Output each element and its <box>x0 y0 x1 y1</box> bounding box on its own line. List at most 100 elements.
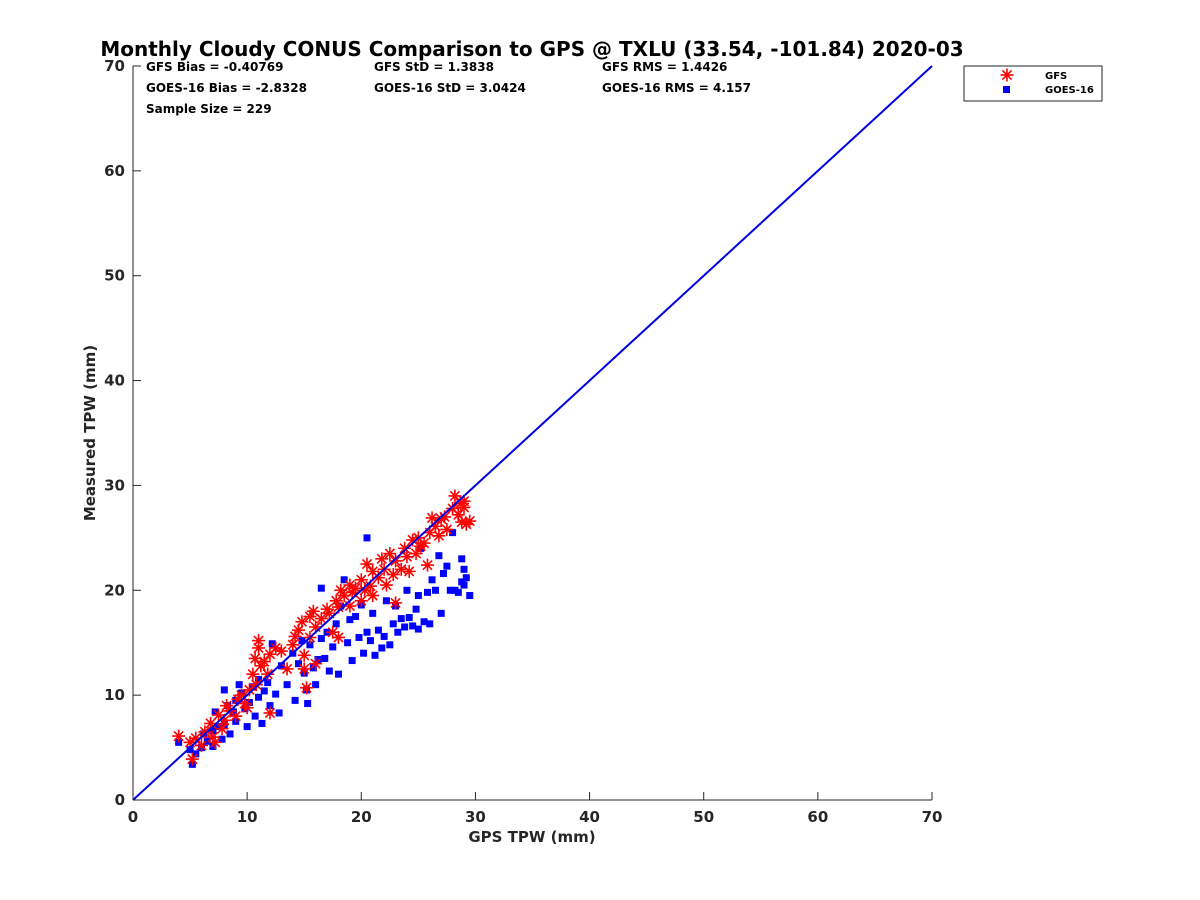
goes16-point <box>374 626 382 634</box>
legend-gfs-asterisk <box>1000 68 1014 82</box>
gfs-point <box>257 655 271 669</box>
gfs-point <box>208 735 222 749</box>
goes16-point <box>340 576 348 584</box>
gfs-point <box>299 681 313 695</box>
gfs-point <box>274 644 288 658</box>
goes16-point <box>209 743 217 751</box>
gfs-point <box>386 568 400 582</box>
gfs-point <box>448 489 462 503</box>
goes16-point <box>243 723 251 731</box>
goes16-point <box>329 643 337 651</box>
gfs-point <box>220 699 234 713</box>
x-tick-label: 30 <box>465 808 486 826</box>
goes16-point <box>439 570 447 578</box>
goes16-point <box>466 592 474 600</box>
legend-goes16-marker <box>1003 86 1010 93</box>
gfs-point <box>354 573 368 587</box>
goes16-point <box>380 632 388 640</box>
goes16-point <box>245 698 253 706</box>
goes16-point <box>366 637 374 645</box>
goes16-point <box>369 609 377 617</box>
goes16-point <box>446 586 454 594</box>
goes16-point <box>378 644 386 652</box>
goes16-point <box>355 633 363 641</box>
gfs-point <box>314 612 328 626</box>
goes16-point <box>397 615 405 623</box>
goes16-point <box>394 628 402 636</box>
gfs-point <box>389 596 403 610</box>
gfs-point <box>172 729 186 743</box>
stat-sample-size: Sample Size = 229 <box>146 102 272 116</box>
goes16-point <box>409 622 417 630</box>
gfs-point <box>217 713 231 727</box>
series-gfs <box>172 489 477 766</box>
x-tick-label: 0 <box>128 808 138 826</box>
gfs-point <box>248 651 262 665</box>
goes16-point <box>449 529 457 537</box>
gfs-point <box>463 514 477 528</box>
goes16-point <box>458 555 466 563</box>
goes16-point <box>389 620 397 628</box>
goes16-point <box>312 681 320 689</box>
goes16-point <box>317 584 325 592</box>
stat-goes-bias: GOES-16 Bias = -2.8328 <box>146 81 307 95</box>
goes16-point <box>454 588 462 596</box>
goes16-point <box>414 592 422 600</box>
gfs-point <box>194 738 208 752</box>
goes16-point <box>423 588 431 596</box>
y-tick-label: 40 <box>104 372 125 390</box>
goes16-point <box>360 649 368 657</box>
goes16-point <box>229 708 237 716</box>
goes16-point <box>414 625 422 633</box>
y-tick-label: 20 <box>104 581 125 599</box>
gfs-point <box>375 552 389 566</box>
goes16-point <box>255 693 263 701</box>
goes16-point <box>352 613 360 620</box>
goes16-point <box>304 700 312 708</box>
goes16-point <box>428 576 436 584</box>
goes16-point <box>332 620 340 628</box>
stat-gfs-rms: GFS RMS = 1.4426 <box>602 60 727 74</box>
x-tick-label: 40 <box>579 808 600 826</box>
gfs-point <box>295 615 309 629</box>
goes16-point <box>348 657 356 665</box>
y-axis-label: Measured TPW (mm) <box>81 345 99 521</box>
goes16-point <box>220 686 228 694</box>
reference-line <box>132 65 933 801</box>
goes16-point <box>283 681 291 689</box>
goes16-point <box>291 696 299 704</box>
gfs-point <box>280 662 294 676</box>
x-tick-label: 70 <box>922 808 943 826</box>
goes16-point <box>264 679 272 687</box>
goes16-point <box>232 696 240 704</box>
goes16-point <box>363 534 371 542</box>
goes16-point <box>382 597 390 605</box>
gfs-point <box>297 648 311 662</box>
goes16-point <box>275 709 283 717</box>
gfs-point <box>297 662 311 676</box>
chart-title: Monthly Cloudy CONUS Comparison to GPS @… <box>100 37 963 61</box>
gfs-point <box>440 522 454 536</box>
goes16-point <box>431 586 439 594</box>
gfs-point <box>263 706 277 720</box>
gfs-point <box>349 581 363 595</box>
goes16-point <box>435 552 443 560</box>
gfs-point <box>229 709 243 723</box>
goes16-point <box>344 639 352 647</box>
plot-area: 0 10 20 30 40 50 60 70 0 10 20 30 40 50 60 70 <box>104 57 942 826</box>
x-axis-label: GPS TPW (mm) <box>468 828 595 846</box>
goes16-point <box>337 602 345 610</box>
legend: GFS GOES-16 <box>963 65 1103 102</box>
gfs-point <box>309 657 323 671</box>
y-tick-label: 60 <box>104 162 125 180</box>
goes16-point <box>405 614 413 622</box>
x-tick-label: 60 <box>807 808 828 826</box>
gfs-point <box>398 541 412 555</box>
goes16-point <box>371 651 379 659</box>
gfs-point <box>331 600 345 614</box>
gfs-point <box>394 562 408 576</box>
gfs-point <box>354 594 368 608</box>
gfs-point <box>417 536 431 550</box>
